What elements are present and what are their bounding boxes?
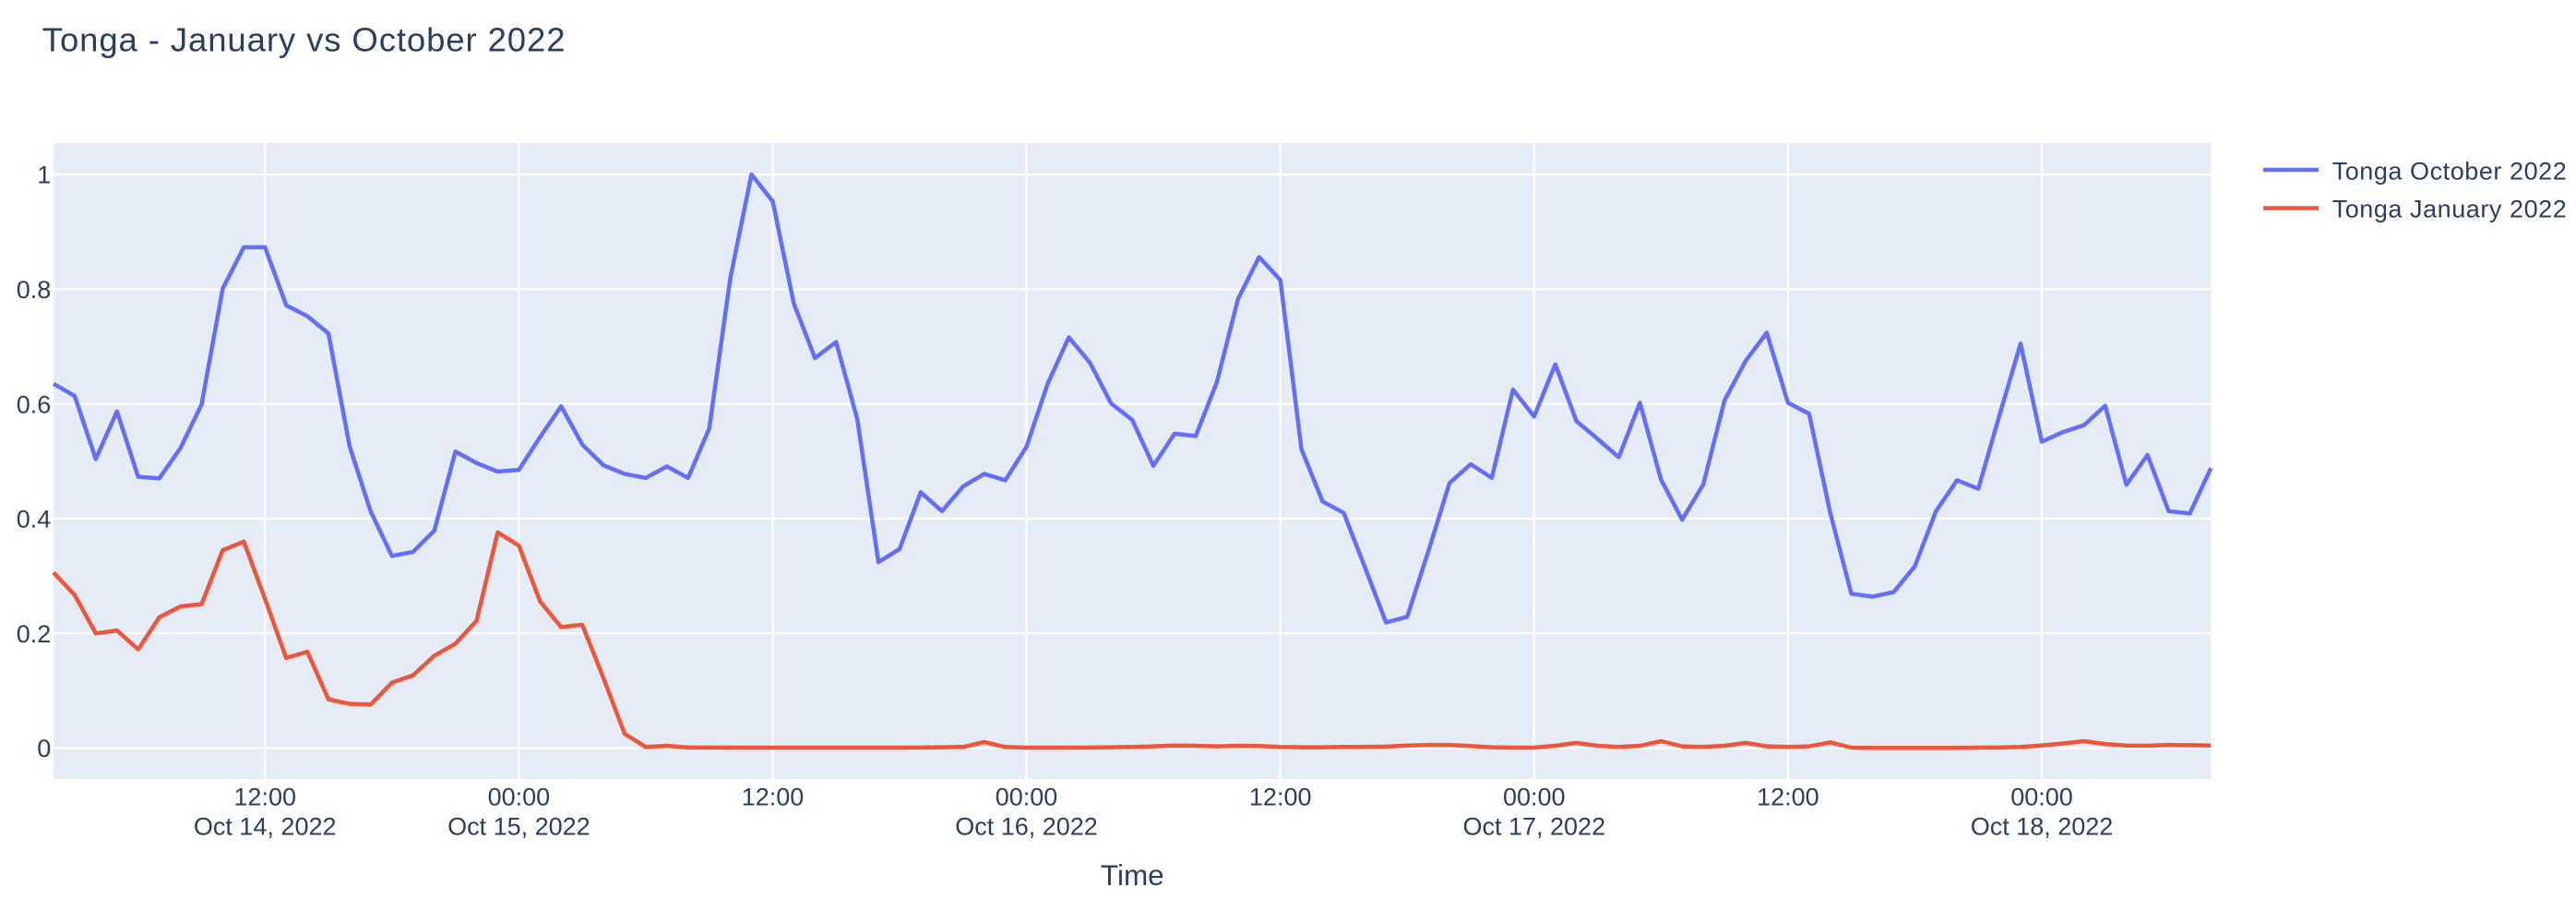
svg-text:12:00: 12:00 xyxy=(1757,784,1819,811)
svg-text:1: 1 xyxy=(37,162,51,189)
svg-text:Tonga October 2022: Tonga October 2022 xyxy=(2332,157,2568,185)
svg-text:Oct 18, 2022: Oct 18, 2022 xyxy=(1971,812,2114,840)
svg-text:12:00: 12:00 xyxy=(742,784,805,811)
svg-text:Tonga - January vs October 202: Tonga - January vs October 2022 xyxy=(42,20,566,58)
svg-text:0.4: 0.4 xyxy=(17,506,52,533)
svg-text:Time: Time xyxy=(1101,858,1164,892)
svg-text:00:00: 00:00 xyxy=(2010,784,2073,811)
svg-text:12:00: 12:00 xyxy=(233,784,296,811)
svg-text:Oct 15, 2022: Oct 15, 2022 xyxy=(447,812,590,840)
svg-text:Oct 17, 2022: Oct 17, 2022 xyxy=(1462,812,1605,840)
svg-text:Oct 14, 2022: Oct 14, 2022 xyxy=(194,812,337,840)
svg-text:00:00: 00:00 xyxy=(1503,784,1566,811)
svg-text:Oct 16, 2022: Oct 16, 2022 xyxy=(955,812,1098,840)
svg-text:0: 0 xyxy=(37,735,51,762)
svg-text:0.2: 0.2 xyxy=(17,620,52,648)
svg-text:Tonga January 2022: Tonga January 2022 xyxy=(2332,196,2568,223)
svg-text:00:00: 00:00 xyxy=(996,784,1058,811)
svg-text:12:00: 12:00 xyxy=(1249,784,1312,811)
svg-text:0.8: 0.8 xyxy=(17,276,52,304)
svg-text:00:00: 00:00 xyxy=(488,784,551,811)
svg-text:0.6: 0.6 xyxy=(17,390,52,418)
